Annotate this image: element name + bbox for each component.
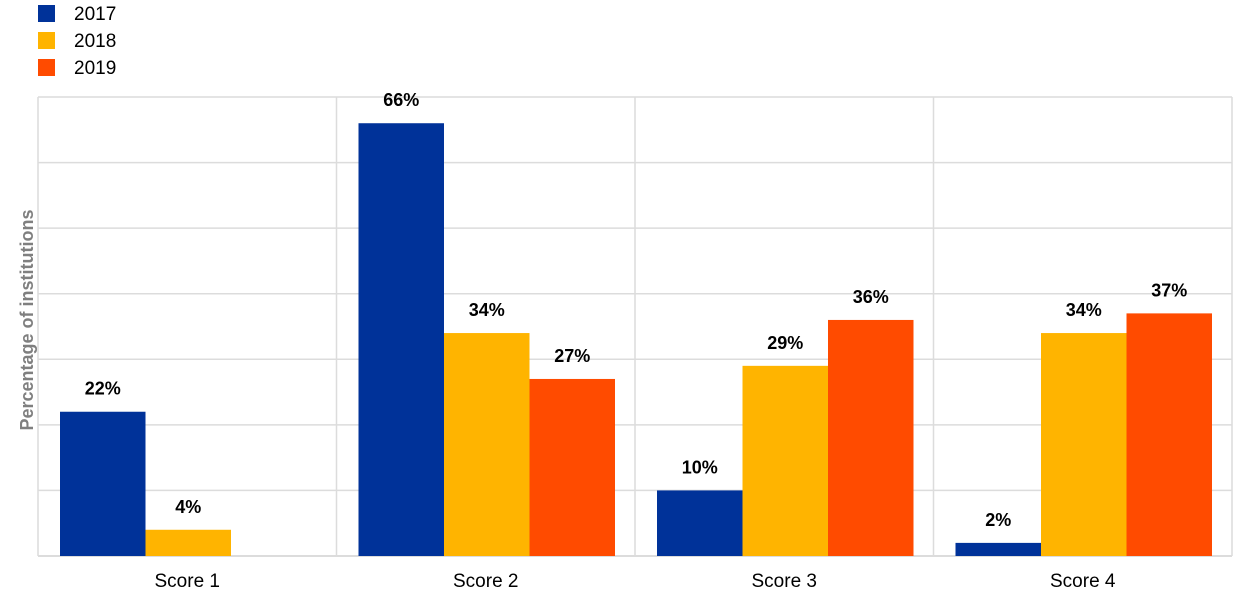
data-label: 66% xyxy=(383,90,419,110)
legend-label: 2019 xyxy=(74,58,116,79)
bar-2018-score-3 xyxy=(742,365,828,556)
legend: 2017 2018 2019 xyxy=(38,4,116,79)
legend-swatch-2019 xyxy=(38,59,55,76)
bar-2018-score-4 xyxy=(1041,333,1127,556)
data-label: 4% xyxy=(175,497,201,517)
legend-swatch-2017 xyxy=(38,5,55,22)
data-label: 2% xyxy=(985,510,1011,530)
y-axis-title: Percentage of institutions xyxy=(17,209,37,430)
data-label: 27% xyxy=(554,346,590,366)
x-tick-label: Score 1 xyxy=(155,571,220,592)
bar-2018-score-1 xyxy=(145,529,231,556)
data-label: 29% xyxy=(767,333,803,353)
legend-label: 2018 xyxy=(74,31,116,52)
data-labels: 22% 4% 66% 34% 27% 10% 29% 36% 2% 34% 37% xyxy=(85,90,1188,530)
bar-2019-score-4 xyxy=(1126,313,1212,556)
gridlines xyxy=(37,96,1233,557)
x-tick-label: Score 4 xyxy=(1050,571,1116,592)
x-tick-label: Score 2 xyxy=(453,571,518,592)
bar-2017-score-1 xyxy=(60,411,146,556)
data-label: 22% xyxy=(85,379,121,399)
bar-2017-score-3 xyxy=(657,490,743,556)
legend-label: 2017 xyxy=(74,4,116,25)
data-label: 34% xyxy=(1066,300,1102,320)
bar-2017-score-2 xyxy=(358,123,444,556)
data-label: 34% xyxy=(469,300,505,320)
legend-swatch-2018 xyxy=(38,32,55,49)
x-tick-label: Score 3 xyxy=(752,571,817,592)
x-axis: Score 1 Score 2 Score 3 Score 4 xyxy=(155,571,1116,592)
bar-2018-score-2 xyxy=(444,333,530,556)
data-label: 10% xyxy=(682,457,718,477)
bar-2017-score-4 xyxy=(955,542,1041,556)
bar-2019-score-3 xyxy=(828,319,914,556)
bars xyxy=(60,123,1212,556)
data-label: 36% xyxy=(853,287,889,307)
data-label: 37% xyxy=(1151,280,1187,300)
bar-2019-score-2 xyxy=(529,378,615,556)
